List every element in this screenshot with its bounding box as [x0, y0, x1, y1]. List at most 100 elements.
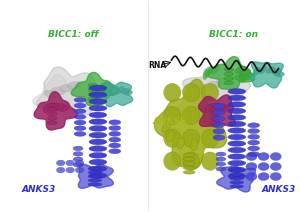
Ellipse shape: [88, 88, 98, 92]
Ellipse shape: [216, 162, 226, 166]
Polygon shape: [199, 95, 235, 127]
Text: ANKS3: ANKS3: [261, 185, 296, 194]
Polygon shape: [162, 89, 220, 159]
Ellipse shape: [121, 88, 129, 94]
Ellipse shape: [224, 81, 234, 85]
Polygon shape: [154, 79, 226, 169]
Ellipse shape: [216, 157, 226, 161]
Ellipse shape: [44, 90, 57, 98]
Ellipse shape: [258, 152, 269, 160]
Ellipse shape: [183, 153, 195, 157]
Ellipse shape: [258, 173, 269, 181]
Ellipse shape: [73, 157, 83, 162]
Ellipse shape: [89, 139, 107, 145]
Ellipse shape: [228, 102, 246, 107]
Ellipse shape: [213, 135, 225, 140]
Ellipse shape: [183, 157, 195, 161]
Ellipse shape: [164, 129, 181, 148]
Ellipse shape: [241, 71, 253, 77]
Ellipse shape: [213, 129, 225, 134]
Ellipse shape: [239, 74, 251, 80]
Ellipse shape: [109, 143, 121, 148]
Ellipse shape: [274, 72, 284, 77]
Ellipse shape: [109, 149, 121, 154]
Ellipse shape: [103, 84, 115, 91]
Ellipse shape: [89, 132, 107, 138]
Ellipse shape: [270, 152, 281, 160]
Ellipse shape: [228, 167, 246, 172]
Ellipse shape: [248, 152, 260, 157]
Ellipse shape: [246, 173, 257, 181]
Ellipse shape: [228, 173, 246, 179]
Ellipse shape: [235, 75, 246, 82]
Ellipse shape: [43, 104, 51, 113]
Ellipse shape: [51, 88, 65, 95]
Ellipse shape: [228, 108, 246, 114]
Ellipse shape: [210, 112, 220, 116]
Ellipse shape: [259, 66, 267, 74]
Ellipse shape: [266, 67, 275, 73]
Polygon shape: [34, 92, 78, 130]
Ellipse shape: [89, 166, 107, 172]
Ellipse shape: [272, 69, 282, 74]
Ellipse shape: [47, 121, 57, 124]
Ellipse shape: [74, 98, 86, 102]
Ellipse shape: [201, 84, 213, 90]
Ellipse shape: [270, 162, 281, 170]
Ellipse shape: [228, 134, 246, 140]
Text: ANKS3: ANKS3: [21, 185, 56, 194]
Ellipse shape: [75, 167, 84, 173]
Ellipse shape: [89, 85, 107, 91]
Ellipse shape: [228, 147, 246, 153]
Ellipse shape: [105, 87, 117, 93]
Polygon shape: [182, 65, 250, 112]
Ellipse shape: [99, 91, 110, 98]
Ellipse shape: [205, 67, 212, 76]
Ellipse shape: [116, 87, 124, 93]
Ellipse shape: [210, 121, 220, 124]
Ellipse shape: [164, 83, 181, 102]
Polygon shape: [251, 62, 283, 88]
Ellipse shape: [89, 99, 107, 104]
Ellipse shape: [239, 68, 251, 75]
Ellipse shape: [248, 134, 260, 139]
Ellipse shape: [124, 90, 133, 95]
Ellipse shape: [88, 84, 98, 87]
Ellipse shape: [248, 146, 260, 151]
Polygon shape: [33, 75, 85, 118]
Ellipse shape: [88, 171, 102, 174]
Ellipse shape: [228, 141, 246, 146]
Ellipse shape: [230, 185, 244, 188]
Ellipse shape: [228, 121, 246, 127]
Ellipse shape: [59, 85, 73, 92]
Ellipse shape: [230, 181, 244, 184]
Ellipse shape: [89, 146, 107, 152]
Ellipse shape: [88, 97, 98, 101]
Ellipse shape: [253, 67, 260, 76]
Ellipse shape: [74, 126, 86, 131]
Ellipse shape: [202, 106, 219, 125]
Ellipse shape: [246, 162, 257, 170]
Ellipse shape: [56, 160, 65, 166]
Ellipse shape: [73, 146, 83, 151]
Ellipse shape: [162, 122, 171, 132]
Ellipse shape: [224, 77, 234, 80]
Ellipse shape: [89, 126, 107, 131]
Ellipse shape: [270, 173, 281, 181]
Ellipse shape: [111, 86, 118, 93]
Ellipse shape: [230, 169, 244, 172]
Ellipse shape: [213, 103, 221, 110]
Ellipse shape: [183, 162, 195, 165]
Polygon shape: [207, 57, 255, 89]
Ellipse shape: [177, 137, 184, 149]
Ellipse shape: [216, 152, 226, 156]
Ellipse shape: [89, 105, 107, 111]
Ellipse shape: [74, 114, 86, 119]
Ellipse shape: [166, 131, 174, 142]
Ellipse shape: [246, 152, 257, 160]
Polygon shape: [182, 71, 234, 111]
Ellipse shape: [164, 152, 181, 170]
Ellipse shape: [73, 162, 83, 167]
Ellipse shape: [56, 167, 65, 173]
Ellipse shape: [75, 160, 84, 166]
